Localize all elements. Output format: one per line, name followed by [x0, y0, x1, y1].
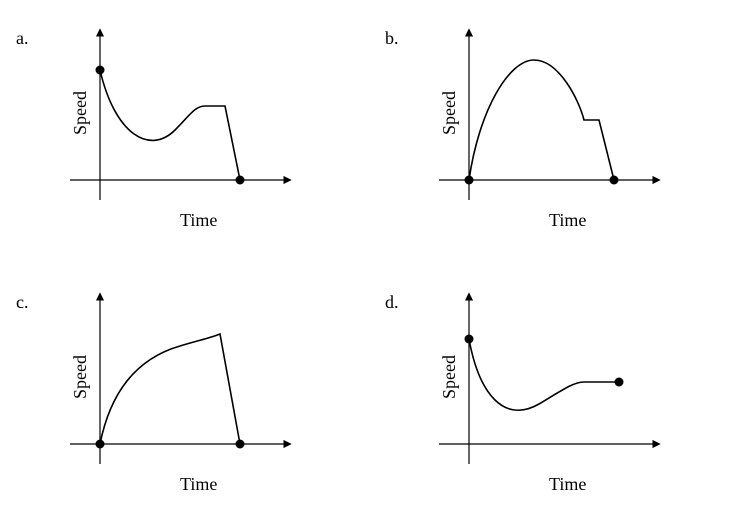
- ylabel-c: Speed: [70, 355, 91, 399]
- panel-grid: a. Speed Time b.: [0, 0, 738, 527]
- panel-b-label: b.: [385, 28, 399, 49]
- xlabel-d: Time: [549, 474, 586, 495]
- panel-c-label: c.: [16, 292, 29, 313]
- panel-c: c. Speed Time: [0, 264, 369, 527]
- start-point-b: [465, 176, 474, 185]
- end-point-b: [610, 176, 619, 185]
- panel-a-label: a.: [16, 28, 29, 49]
- ylabel-d: Speed: [439, 355, 460, 399]
- start-point-c: [96, 439, 105, 448]
- xlabel-b: Time: [549, 210, 586, 231]
- curve-d: [469, 339, 619, 410]
- start-point-a: [96, 66, 105, 75]
- plot-c: [60, 284, 320, 484]
- xlabel-a: Time: [180, 210, 217, 231]
- panel-b: b. Speed Time: [369, 0, 738, 264]
- xlabel-c: Time: [180, 474, 217, 495]
- curve-a: [100, 70, 240, 180]
- plot-d: [429, 284, 689, 484]
- end-point-a: [236, 176, 245, 185]
- plot-a: [60, 20, 320, 220]
- end-point-c: [236, 439, 245, 448]
- start-point-d: [465, 334, 474, 343]
- panel-d: d. Speed Time: [369, 264, 738, 527]
- curve-b: [469, 60, 614, 180]
- panel-a: a. Speed Time: [0, 0, 369, 264]
- plot-b: [429, 20, 689, 220]
- end-point-d: [615, 377, 624, 386]
- panel-d-label: d.: [385, 292, 399, 313]
- ylabel-a: Speed: [70, 91, 91, 135]
- curve-c: [100, 334, 240, 444]
- ylabel-b: Speed: [439, 91, 460, 135]
